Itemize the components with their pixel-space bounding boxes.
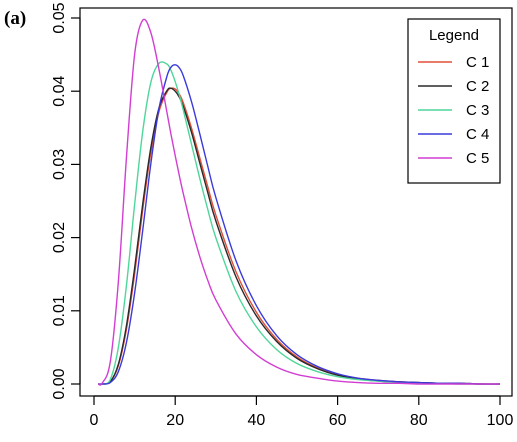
legend-label-2: C 2	[466, 78, 489, 95]
series-line-3	[97, 61, 500, 386]
x-tick-label: 40	[248, 412, 266, 429]
y-tick-label: 0.00	[51, 368, 68, 399]
x-axis: 0 20 40 60 80 100	[90, 395, 514, 429]
x-tick-label: 100	[487, 412, 514, 429]
panel-label: (a)	[4, 8, 26, 29]
series-line-4	[98, 64, 501, 385]
y-tick-label: 0.04	[51, 76, 68, 107]
y-tick-label: 0.03	[51, 149, 68, 180]
legend-items: C 1 C 2 C 3 C 4 C 5	[418, 54, 489, 167]
x-tick-label: 60	[329, 412, 347, 429]
legend-label-1: C 1	[466, 54, 489, 71]
y-tick-label: 0.02	[51, 222, 68, 253]
legend-label-3: C 3	[466, 102, 489, 119]
x-tick-label: 20	[166, 412, 184, 429]
legend: Legend C 1 C 2 C 3 C 4 C 5	[407, 18, 501, 184]
legend-title: Legend	[429, 27, 479, 44]
y-tick-label: 0.05	[51, 2, 68, 33]
x-tick-label: 80	[410, 412, 428, 429]
y-axis: 0.00 0.01 0.02 0.03 0.04 0.05	[51, 2, 81, 400]
legend-box	[407, 18, 501, 184]
series-line-5	[97, 18, 500, 386]
y-tick-label: 0.01	[51, 295, 68, 326]
x-tick-label: 0	[90, 412, 99, 429]
series-lines	[97, 18, 501, 386]
legend-label-4: C 4	[466, 126, 489, 143]
legend-label-5: C 5	[466, 150, 489, 167]
